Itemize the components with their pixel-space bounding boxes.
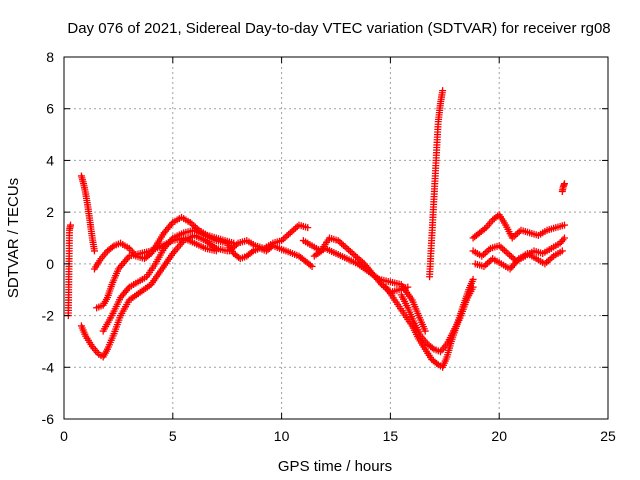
data-point	[502, 248, 510, 256]
data-point	[90, 247, 98, 255]
x-tick-label: 15	[383, 428, 399, 444]
data-point	[421, 327, 429, 335]
x-tick-label: 0	[60, 428, 68, 444]
data-point	[212, 247, 220, 255]
series-arc-early-isolated	[64, 221, 75, 320]
data-point	[338, 240, 346, 248]
y-tick-label: 8	[46, 49, 54, 65]
data-point	[286, 229, 294, 237]
y-tick-label: -2	[42, 308, 55, 324]
data-point	[469, 283, 477, 291]
data-point	[558, 247, 566, 255]
y-axis-label: SDTVAR / TECUs	[5, 178, 22, 298]
data-point	[306, 261, 314, 269]
data-point	[507, 253, 515, 261]
data-point	[560, 221, 568, 229]
data-point	[506, 251, 514, 259]
series-arc-late-cluster-a	[469, 211, 568, 242]
data-point	[343, 244, 351, 252]
data-point	[504, 250, 512, 258]
data-point	[293, 223, 301, 231]
data-point	[481, 225, 489, 233]
data-point	[67, 221, 75, 229]
data-point	[345, 246, 353, 254]
series-arc-steep-rise	[426, 87, 447, 281]
data-point	[281, 233, 289, 241]
y-tick-label: 2	[46, 204, 54, 220]
y-tick-label: 6	[46, 101, 54, 117]
y-tick-label: 4	[46, 152, 54, 168]
series-arc-late-isolated	[558, 180, 568, 195]
data-point	[348, 249, 356, 257]
data-point	[350, 251, 358, 259]
data-point	[108, 243, 116, 251]
data-point	[346, 247, 354, 255]
data-point	[433, 359, 441, 367]
data-point	[288, 227, 296, 235]
series-arc-plateau-b	[225, 221, 312, 255]
series-arc-descending-start	[77, 172, 98, 255]
plot-frame	[63, 56, 609, 420]
data-point	[308, 262, 316, 270]
data-point	[515, 228, 523, 236]
data-point	[512, 231, 520, 239]
data-point	[560, 234, 568, 242]
data-point	[428, 344, 436, 352]
series-arc-rise-to-plateau	[99, 226, 231, 335]
data-point	[283, 232, 291, 240]
data-point	[353, 254, 361, 262]
y-tick-label: -6	[42, 411, 55, 427]
x-tick-label: 5	[169, 428, 177, 444]
data-point	[546, 255, 554, 263]
data-point	[560, 180, 568, 188]
data-point	[248, 248, 256, 256]
data-point	[285, 230, 293, 238]
data-point	[500, 246, 508, 254]
axis-ticks: 0 5 10 15 20 25 -6 -4 -2 0 2 4 6 8	[42, 49, 616, 444]
data-point	[480, 251, 488, 259]
data-point	[469, 275, 477, 283]
data-point	[304, 224, 312, 232]
x-tick-label: 25	[600, 428, 616, 444]
data-point	[339, 241, 347, 249]
data-point	[543, 258, 551, 266]
series-arc-descending-mid	[310, 244, 429, 335]
data-point	[341, 243, 349, 251]
data-point	[290, 226, 298, 234]
x-axis-label: GPS time / hours	[278, 458, 392, 475]
x-tick-label: 20	[491, 428, 507, 444]
series-arc-deep-dip-b	[397, 283, 477, 356]
data-points	[64, 87, 568, 371]
chart-title: Day 076 of 2021, Sidereal Day-to-day VTE…	[67, 20, 610, 37]
y-tick-label: 0	[46, 256, 54, 272]
x-tick-label: 10	[274, 428, 290, 444]
data-point	[483, 247, 491, 255]
data-point	[482, 261, 490, 269]
data-point	[497, 243, 505, 251]
series-arc-late-cluster-b	[469, 234, 568, 265]
data-point	[439, 87, 447, 95]
series-arc-late-cluster-c	[471, 247, 566, 273]
y-tick-label: -4	[42, 359, 55, 375]
